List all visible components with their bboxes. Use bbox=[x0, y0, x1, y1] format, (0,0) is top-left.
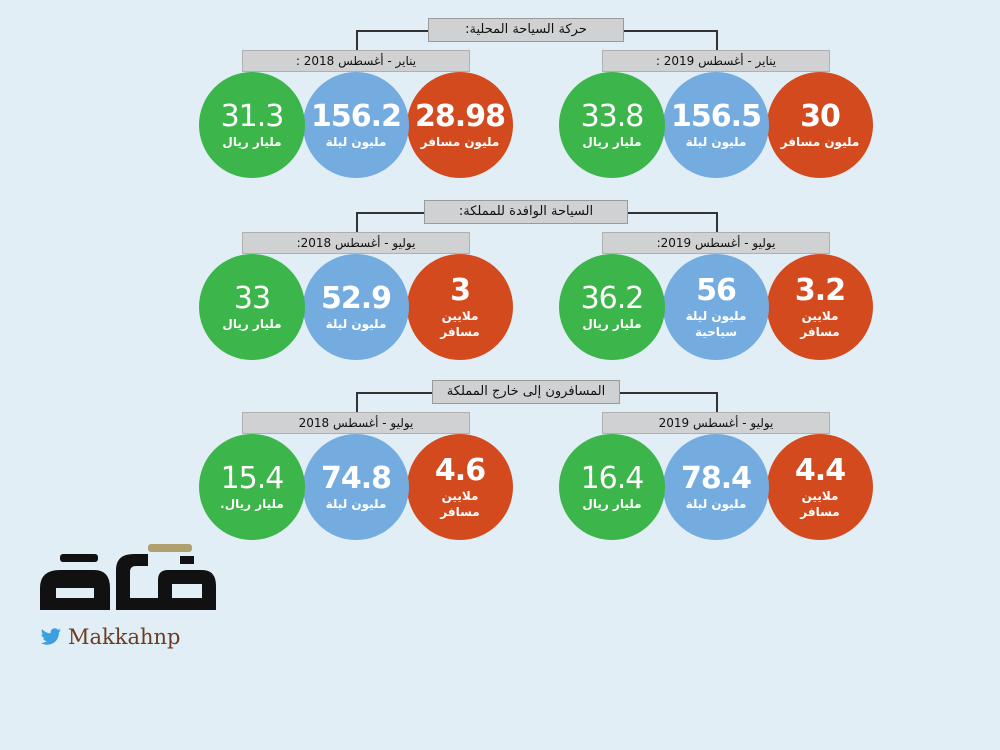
period-label: يوليو - أغسطس 2019 bbox=[602, 412, 830, 434]
metric-label: مليون ليلة bbox=[685, 497, 747, 511]
metric-label: مليار ريال. bbox=[220, 497, 284, 511]
connector-line bbox=[624, 30, 716, 32]
metric-label: مليون ليلة سياحية bbox=[685, 309, 747, 339]
connector-line bbox=[628, 212, 716, 214]
metric-value: 4.4 bbox=[794, 453, 846, 488]
connector-line bbox=[356, 392, 432, 394]
metric-value: 16.4 bbox=[580, 461, 645, 496]
metric-circle: 78.4 مليون ليلة bbox=[663, 434, 769, 540]
metric-circle: 33.8 مليار ريال bbox=[559, 72, 665, 178]
connector-line bbox=[356, 392, 358, 412]
period-label: يناير - أغسطس 2018 : bbox=[242, 50, 470, 72]
metric-value: 78.4 bbox=[680, 461, 752, 496]
period-label: يوليو - أغسطس 2018 bbox=[242, 412, 470, 434]
metric-circle: 16.4 مليار ريال bbox=[559, 434, 665, 540]
metric-circle: 4.4 ملايين مسافر bbox=[767, 434, 873, 540]
metric-circle: 4.6 ملايين مسافر bbox=[407, 434, 513, 540]
metric-label: مليار ريال bbox=[582, 135, 642, 149]
period-label: يوليو - أغسطس 2019: bbox=[602, 232, 830, 254]
metric-value: 3 bbox=[450, 273, 471, 308]
metric-value: 56 bbox=[696, 273, 737, 308]
twitter-icon bbox=[40, 628, 61, 645]
metric-circle: 28.98 مليون مسافر bbox=[407, 72, 513, 178]
metric-label: مليون ليلة bbox=[685, 135, 747, 149]
metric-circle: 36.2 مليار ريال bbox=[559, 254, 665, 360]
metric-label: مليار ريال bbox=[222, 135, 282, 149]
metric-circle: 33 مليار ريال bbox=[199, 254, 305, 360]
metric-value: 15.4 bbox=[220, 461, 285, 496]
connector-line bbox=[356, 30, 428, 32]
metric-label: مليون ليلة bbox=[325, 497, 387, 511]
metric-value: 3.2 bbox=[794, 273, 846, 308]
metric-circle: 31.3 مليار ريال bbox=[199, 72, 305, 178]
metric-circle: 156.2 مليون ليلة bbox=[303, 72, 409, 178]
twitter-handle[interactable]: Makkahnp bbox=[40, 624, 181, 650]
section-title: حركة السياحة المحلية: bbox=[428, 18, 624, 42]
connector-line bbox=[716, 30, 718, 50]
metric-value: 28.98 bbox=[415, 99, 506, 134]
metric-label: مليون مسافر bbox=[420, 135, 500, 149]
metric-label: مليار ريال bbox=[222, 317, 282, 331]
section-title: المسافرون إلى خارج المملكة bbox=[432, 380, 620, 404]
metric-label: مليار ريال bbox=[582, 497, 642, 511]
makkah-logo bbox=[30, 540, 220, 660]
metric-label: ملايين مسافر bbox=[440, 309, 480, 339]
metric-circle: 3.2 ملايين مسافر bbox=[767, 254, 873, 360]
metric-circle: 3 ملايين مسافر bbox=[407, 254, 513, 360]
period-label: يناير - أغسطس 2019 : bbox=[602, 50, 830, 72]
handle-text: Makkahnp bbox=[68, 625, 181, 649]
metric-label: مليون ليلة bbox=[325, 317, 387, 331]
section-title: السياحة الوافدة للمملكة: bbox=[424, 200, 628, 224]
connector-line bbox=[716, 392, 718, 412]
metric-label: مليار ريال bbox=[582, 317, 642, 331]
metric-label: ملايين مسافر bbox=[800, 489, 840, 519]
metric-circle: 156.5 مليون ليلة bbox=[663, 72, 769, 178]
connector-line bbox=[716, 212, 718, 232]
period-label: يوليو - أغسطس 2018: bbox=[242, 232, 470, 254]
connector-line bbox=[620, 392, 716, 394]
metric-value: 4.6 bbox=[434, 453, 486, 488]
metric-value: 52.9 bbox=[320, 281, 392, 316]
metric-value: 74.8 bbox=[320, 461, 392, 496]
metric-label: ملايين مسافر bbox=[440, 489, 480, 519]
connector-line bbox=[356, 212, 424, 214]
connector-line bbox=[356, 212, 358, 232]
metric-value: 156.5 bbox=[671, 99, 762, 134]
metric-label: مليون مسافر bbox=[780, 135, 860, 149]
metric-value: 33.8 bbox=[580, 99, 645, 134]
connector-line bbox=[356, 30, 358, 50]
metric-circle: 74.8 مليون ليلة bbox=[303, 434, 409, 540]
metric-value: 33 bbox=[233, 281, 271, 316]
metric-circle: 30 مليون مسافر bbox=[767, 72, 873, 178]
metric-label: ملايين مسافر bbox=[800, 309, 840, 339]
metric-circle: 56 مليون ليلة سياحية bbox=[663, 254, 769, 360]
metric-label: مليون ليلة bbox=[325, 135, 387, 149]
metric-value: 30 bbox=[800, 99, 841, 134]
metric-value: 156.2 bbox=[311, 99, 402, 134]
metric-value: 36.2 bbox=[580, 281, 645, 316]
metric-value: 31.3 bbox=[220, 99, 285, 134]
metric-circle: 15.4 مليار ريال. bbox=[199, 434, 305, 540]
metric-circle: 52.9 مليون ليلة bbox=[303, 254, 409, 360]
